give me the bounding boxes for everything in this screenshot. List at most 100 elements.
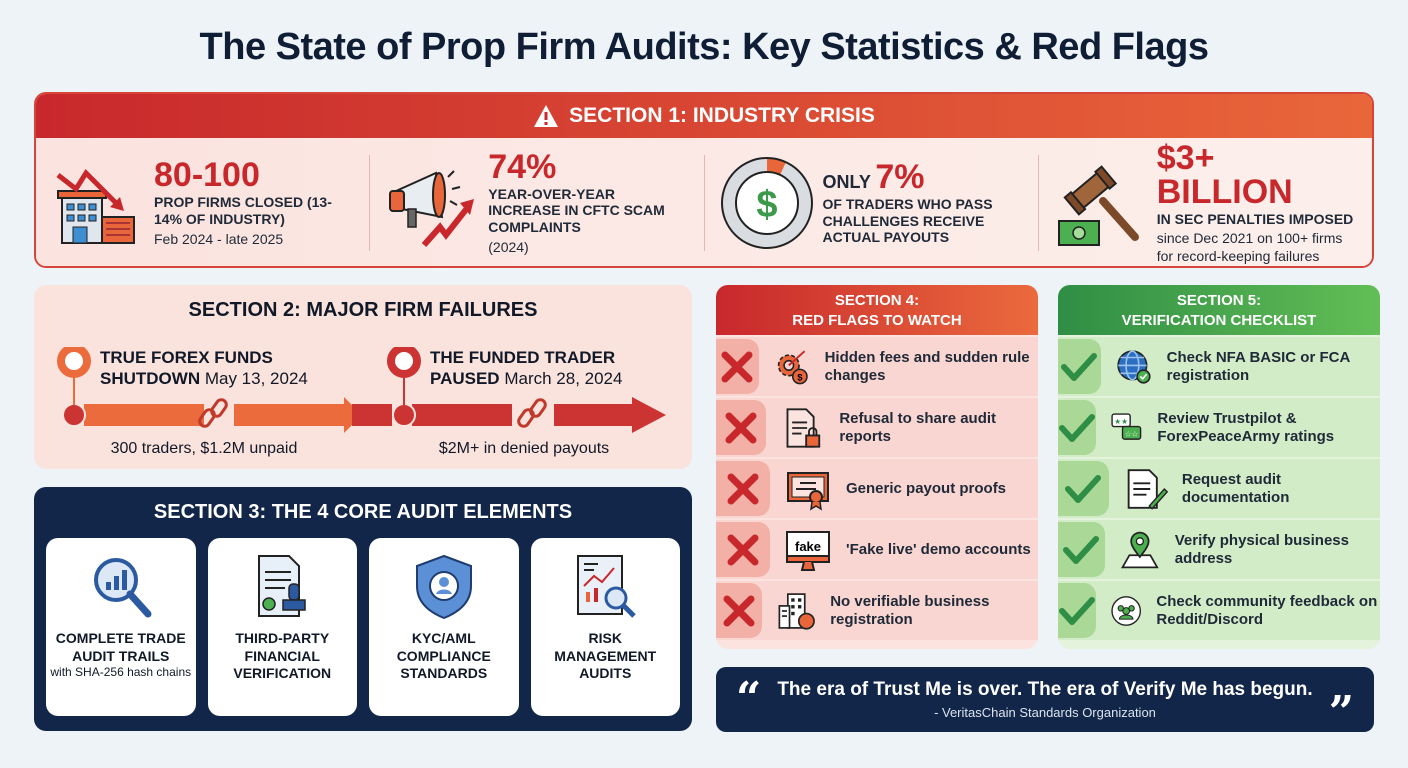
audit-card-financial-verification: THIRD-PARTY FINANCIAL VERIFICATION (207, 538, 357, 716)
checklist-item: Verify physical business address (1058, 520, 1380, 579)
page-title: The State of Prop Firm Audits: Key Stati… (199, 26, 1209, 68)
stat-caption: YEAR-OVER-YEAR INCREASE IN CFTC SCAM COM… (488, 185, 665, 236)
quote-text: The era of Trust Me is over. The era of … (777, 679, 1313, 700)
document-pen-icon (1127, 468, 1168, 510)
section1-header: SECTION 1: INDUSTRY CRISIS (36, 94, 1372, 138)
svg-text:$: $ (756, 184, 777, 226)
warning-icon (534, 105, 559, 127)
event-detail: 300 traders, $1.2M unpaid (110, 440, 298, 457)
svg-text:$: $ (797, 372, 803, 383)
event-name: TRUE FOREX FUNDS SHUTDOWN (100, 348, 273, 389)
red-flag-item: Generic payout proofs (716, 459, 1038, 518)
x-mark-icon (723, 595, 755, 626)
globe-check-icon (1117, 349, 1151, 384)
stat-caption: IN SEC PENALTIES IMPOSED (1156, 210, 1354, 227)
stat-firms-closed: 80-100 PROP FIRMS CLOSED (13-14% OF INDU… (36, 155, 371, 251)
card-title: RISK MANAGEMENT AUDITS (554, 630, 657, 681)
card-title: COMPLETE TRADE AUDIT TRAILS (55, 630, 186, 664)
stat-cftc-complaints: 74% YEAR-OVER-YEAR INCREASE IN CFTC SCAM… (370, 150, 705, 255)
checkmark-icon (1063, 535, 1100, 564)
red-flag-text: Generic payout proofs (846, 479, 1007, 497)
section1-title: SECTION 1: INDUSTRY CRISIS (569, 104, 875, 127)
section-verification-checklist: SECTION 5: VERIFICATION CHECKLIST Check … (1058, 285, 1380, 649)
red-flag-text: Refusal to share audit reports (839, 409, 997, 445)
stat-value: $3+ BILLION (1156, 138, 1293, 211)
red-flag-text: Hidden fees and sudden rule changes (824, 348, 1030, 384)
card-sub: with SHA-256 hash chains (50, 665, 192, 679)
section-core-audit-elements: SECTION 3: THE 4 CORE AUDIT ELEMENTS COM… (34, 487, 692, 731)
checklist-item: Request audit documentation (1058, 459, 1380, 518)
stat-caption: OF TRADERS WHO PASS CHALLENGES RECEIVE A… (822, 195, 993, 246)
card-title: THIRD-PARTY FINANCIAL VERIFICATION (233, 630, 332, 681)
stat-sub: Feb 2024 - late 2025 (154, 230, 284, 247)
section5-header: SECTION 5: VERIFICATION CHECKLIST (1058, 285, 1380, 335)
stat-value: 80-100 (154, 155, 260, 194)
card-title: KYC/AML COMPLIANCE STANDARDS (396, 630, 491, 681)
event-date: May 13, 2024 (204, 369, 308, 389)
stat-value: 7% (875, 157, 925, 196)
checkmark-icon (1061, 352, 1098, 381)
closing-building-icon (56, 169, 135, 244)
stat-value: 74% (488, 147, 557, 186)
section4-title-line1: SECTION 4: (834, 292, 920, 309)
checklist-text: Check NFA BASIC or FCA registration (1166, 348, 1350, 384)
section-industry-crisis: SECTION 1: INDUSTRY CRISIS 80-100 PROP F… (34, 92, 1374, 268)
section-major-firm-failures: SECTION 2: MAJOR FIRM FAILURES TRUE FORE… (34, 285, 692, 469)
section-red-flags: SECTION 4: RED FLAGS TO WATCH $ Hidden f… (716, 285, 1038, 649)
review-bubbles-icon: ★★ ☆☆ (1111, 412, 1142, 440)
x-mark-icon (721, 351, 753, 382)
x-mark-icon (727, 473, 759, 504)
red-flag-item: $ Hidden fees and sudden rule changes (716, 337, 1038, 396)
checklist-text: Request audit documentation (1181, 470, 1290, 506)
checkmark-icon (1059, 596, 1095, 625)
event-detail: $2M+ in denied payouts (438, 440, 610, 457)
x-mark-icon (727, 534, 759, 565)
stat-sub: since Dec 2021 on 100+ firms for record-… (1156, 230, 1343, 264)
red-flag-item: fake 'Fake live' demo accounts (716, 520, 1038, 579)
quote-banner: “ The era of Trust Me is over. The era o… (716, 667, 1374, 738)
checklist-item: Check community feedback on Reddit/Disco… (1058, 581, 1380, 640)
megaphone-rising-arrow-icon (389, 170, 475, 247)
certificate-icon (787, 471, 829, 510)
quote-attribution: - VeritasChain Standards Organization (934, 705, 1156, 720)
section3-title: SECTION 3: THE 4 CORE AUDIT ELEMENTS (153, 501, 573, 523)
checklist-text: Check community feedback on Reddit/Disco… (1156, 592, 1378, 628)
red-flag-item: No verifiable business registration (716, 581, 1038, 640)
open-quote-icon: “ (736, 673, 762, 724)
stat-sub: (2024) (488, 238, 529, 255)
audit-card-trade-trails: COMPLETE TRADE AUDIT TRAILS with SHA-256… (46, 538, 196, 716)
shield-user-icon (415, 554, 472, 620)
failure-timeline (57, 347, 666, 433)
map-pin-icon (1120, 531, 1159, 568)
red-flag-text: 'Fake live' demo accounts (846, 540, 1031, 558)
event-date: March 28, 2024 (504, 369, 623, 389)
document-stamp-icon (258, 555, 306, 617)
section4-title-line2: RED FLAGS TO WATCH (792, 312, 962, 329)
event-funded-trader: THE FUNDED TRADER PAUSED March 28, 2024 (430, 347, 670, 390)
section5-title-line1: SECTION 5: (1176, 292, 1262, 309)
dollar-donut-icon: $ (720, 157, 813, 249)
gavel-money-icon (1057, 165, 1139, 246)
red-flag-text: No verifiable business registration (830, 592, 990, 628)
checklist-item: Check NFA BASIC or FCA registration (1058, 337, 1380, 396)
broken-chain-icon (517, 398, 547, 428)
stat-caption: PROP FIRMS CLOSED (13-14% OF INDUSTRY) (154, 193, 332, 227)
event-true-forex-funds: TRUE FOREX FUNDS SHUTDOWN May 13, 2024 (100, 347, 360, 390)
audit-card-kyc-aml: KYC/AML COMPLIANCE STANDARDS (369, 538, 519, 716)
section5-title-line2: VERIFICATION CHECKLIST (1121, 312, 1317, 329)
audit-card-risk-management: RISK MANAGEMENT AUDITS (530, 538, 680, 716)
checkmark-icon (1065, 474, 1102, 503)
building-warning-icon (778, 592, 815, 630)
gear-dollar-icon: $ (777, 349, 808, 384)
locked-document-icon (787, 407, 821, 448)
community-icon (1111, 595, 1142, 626)
section4-header: SECTION 4: RED FLAGS TO WATCH (716, 285, 1038, 335)
checklist-item: ★★ ☆☆ Review Trustpilot & ForexPeaceArmy … (1058, 398, 1380, 457)
checklist-text: Review Trustpilot & ForexPeaceArmy ratin… (1157, 409, 1335, 445)
svg-text:☆☆: ☆☆ (1125, 429, 1139, 438)
close-quote-icon: ” (1328, 687, 1354, 738)
stat-sec-penalties: $3+ BILLION IN SEC PENALTIES IMPOSED sin… (1039, 141, 1372, 264)
checklist-text: Verify physical business address (1174, 531, 1349, 567)
svg-text:★★: ★★ (1114, 416, 1128, 425)
fake-monitor-icon: fake (786, 530, 830, 571)
